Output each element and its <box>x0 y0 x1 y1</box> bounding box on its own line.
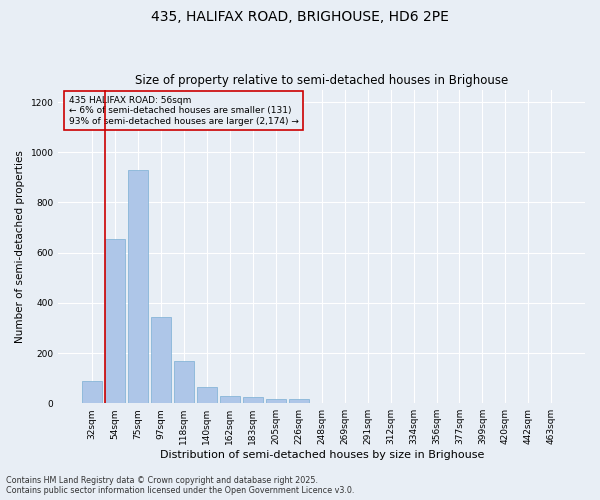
Bar <box>197 387 217 403</box>
Bar <box>289 400 308 403</box>
Bar <box>151 316 171 403</box>
X-axis label: Distribution of semi-detached houses by size in Brighouse: Distribution of semi-detached houses by … <box>160 450 484 460</box>
Bar <box>266 398 286 403</box>
Title: Size of property relative to semi-detached houses in Brighouse: Size of property relative to semi-detach… <box>135 74 508 87</box>
Text: 435, HALIFAX ROAD, BRIGHOUSE, HD6 2PE: 435, HALIFAX ROAD, BRIGHOUSE, HD6 2PE <box>151 10 449 24</box>
Bar <box>174 360 194 403</box>
Bar <box>128 170 148 403</box>
Bar <box>82 380 102 403</box>
Y-axis label: Number of semi-detached properties: Number of semi-detached properties <box>15 150 25 343</box>
Bar <box>106 239 125 403</box>
Text: Contains HM Land Registry data © Crown copyright and database right 2025.
Contai: Contains HM Land Registry data © Crown c… <box>6 476 355 495</box>
Bar <box>243 397 263 403</box>
Text: 435 HALIFAX ROAD: 56sqm
← 6% of semi-detached houses are smaller (131)
93% of se: 435 HALIFAX ROAD: 56sqm ← 6% of semi-det… <box>69 96 299 126</box>
Bar <box>220 396 239 403</box>
